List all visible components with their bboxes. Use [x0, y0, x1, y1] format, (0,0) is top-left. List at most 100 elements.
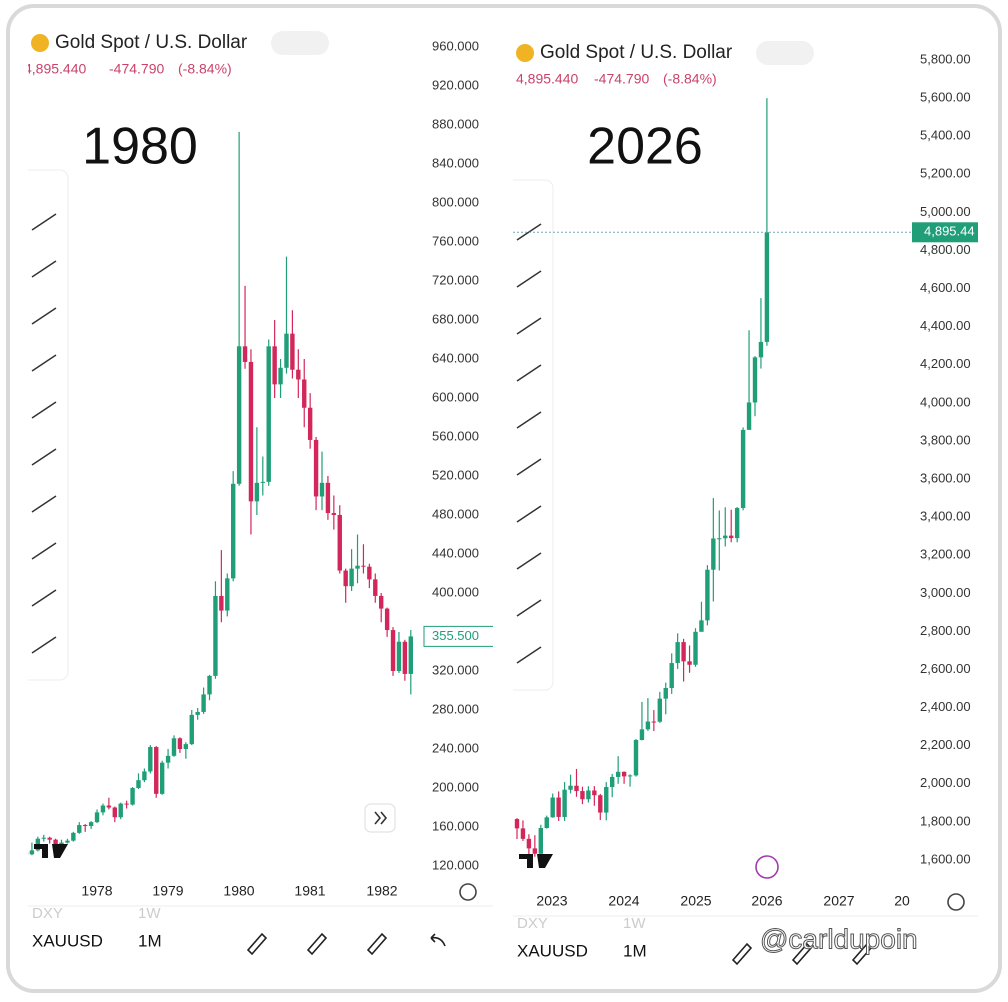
last-quote: 4,895.440	[516, 71, 578, 87]
tool-icon[interactable]	[31, 213, 57, 231]
bottom-icon[interactable]	[731, 942, 753, 966]
interval[interactable]: 1M	[138, 931, 162, 950]
x-tick-label: 2024	[608, 893, 639, 909]
candle-body	[112, 807, 117, 818]
bottom-icon[interactable]	[791, 942, 813, 966]
candle-body	[100, 805, 106, 813]
symbol[interactable]: XAUUSD	[517, 941, 588, 960]
y-tick-label: 480.000	[432, 506, 479, 521]
candle-body	[580, 791, 585, 800]
change: -474.790	[109, 61, 164, 77]
bottom-icon[interactable]	[851, 942, 873, 966]
scroll-icon[interactable]	[374, 811, 388, 825]
candle-body	[266, 346, 271, 482]
y-tick-label: 720.000	[432, 272, 479, 287]
candle-body	[717, 538, 722, 540]
y-tick-label: 840.000	[432, 155, 479, 170]
tool-icon[interactable]	[31, 495, 57, 513]
big-label: 1980	[82, 118, 198, 176]
tool-icon[interactable]	[516, 411, 542, 429]
candle-body	[284, 333, 289, 368]
tool-icon[interactable]	[31, 542, 57, 560]
interval[interactable]: 1M	[623, 941, 647, 960]
candle-body	[615, 771, 621, 777]
candle-body	[53, 839, 58, 846]
x-tick-label: 1979	[152, 883, 183, 899]
candle-body	[231, 483, 236, 579]
tool-icon[interactable]	[516, 646, 542, 664]
y-tick-label: 1,600.00	[920, 851, 971, 866]
candle-body	[136, 780, 141, 788]
drawing-toolbar	[513, 179, 554, 691]
candle-body	[242, 346, 248, 362]
header-button[interactable]	[271, 31, 329, 55]
candle-body	[213, 595, 218, 676]
settings-icon[interactable]	[947, 893, 965, 911]
candle-body	[373, 579, 378, 596]
tv-logo	[34, 844, 68, 858]
candle-body	[77, 825, 82, 833]
panel: Gold Spot / U.S. Dollar 4,895.440 -474.790…	[28, 22, 493, 968]
tool-icon[interactable]	[516, 270, 542, 288]
tool-icon[interactable]	[516, 505, 542, 523]
tool-icon[interactable]	[31, 448, 57, 466]
candle-body	[384, 608, 390, 631]
candle-body	[254, 482, 260, 502]
candle-body	[681, 642, 686, 662]
bottom-icon[interactable]	[366, 932, 388, 956]
settings-icon[interactable]	[459, 883, 477, 901]
tool-icon[interactable]	[516, 364, 542, 382]
faded-interval: 1W	[623, 915, 646, 932]
candle-body	[586, 790, 591, 800]
y-tick-label: 400.000	[432, 584, 479, 599]
candle-body	[88, 822, 94, 827]
candle-body	[296, 369, 301, 380]
y-tick-label: 240.000	[432, 740, 479, 755]
y-tick-label: 5,600.00	[920, 90, 971, 105]
x-tick-label: 2023	[536, 893, 567, 909]
header-button[interactable]	[756, 41, 814, 65]
candle-body	[118, 803, 123, 818]
tool-icon[interactable]	[31, 307, 57, 325]
x-tick-label: 2027	[823, 893, 854, 909]
candle-body	[272, 346, 277, 385]
y-tick-label: 2,400.00	[920, 699, 971, 714]
watermark: @carldupoin	[760, 923, 918, 954]
tv-logo	[519, 854, 553, 868]
x-tick-label: 2026	[751, 893, 782, 909]
tool-icon[interactable]	[31, 354, 57, 372]
candle-body	[195, 711, 200, 715]
y-tick-label: 4,800.00	[920, 242, 971, 257]
undo-icon[interactable]	[430, 933, 446, 947]
lightning-icon[interactable]	[755, 855, 779, 879]
candle-body	[248, 361, 254, 502]
x-tick-label: 20	[894, 893, 910, 909]
tool-icon[interactable]	[31, 636, 57, 654]
candle-body	[669, 663, 674, 688]
candle-body	[764, 232, 770, 342]
candle-body	[165, 755, 171, 763]
candle-body	[343, 570, 348, 587]
y-tick-label: 440.000	[432, 545, 479, 560]
symbol[interactable]: XAUUSD	[32, 931, 103, 950]
y-tick-label: 4,200.00	[920, 356, 971, 371]
bottom-icon[interactable]	[306, 932, 328, 956]
tool-icon[interactable]	[31, 260, 57, 278]
bottom-icon[interactable]	[246, 932, 268, 956]
y-tick-label: 5,000.00	[920, 204, 971, 219]
y-tick-label: 200.000	[432, 779, 479, 794]
tool-icon[interactable]	[31, 589, 57, 607]
y-tick-label: 3,000.00	[920, 585, 971, 600]
y-tick-label: 320.000	[432, 662, 479, 677]
tool-icon[interactable]	[516, 552, 542, 570]
candle-body	[71, 832, 76, 841]
y-tick-label: 960.000	[432, 38, 479, 53]
candle-body	[367, 566, 372, 580]
candle-body	[610, 776, 615, 788]
tool-icon[interactable]	[31, 401, 57, 419]
tool-icon[interactable]	[516, 317, 542, 335]
tool-icon[interactable]	[516, 458, 542, 476]
candle-body	[562, 789, 567, 817]
y-tick-label: 1,800.00	[920, 813, 971, 828]
tool-icon[interactable]	[516, 599, 542, 617]
